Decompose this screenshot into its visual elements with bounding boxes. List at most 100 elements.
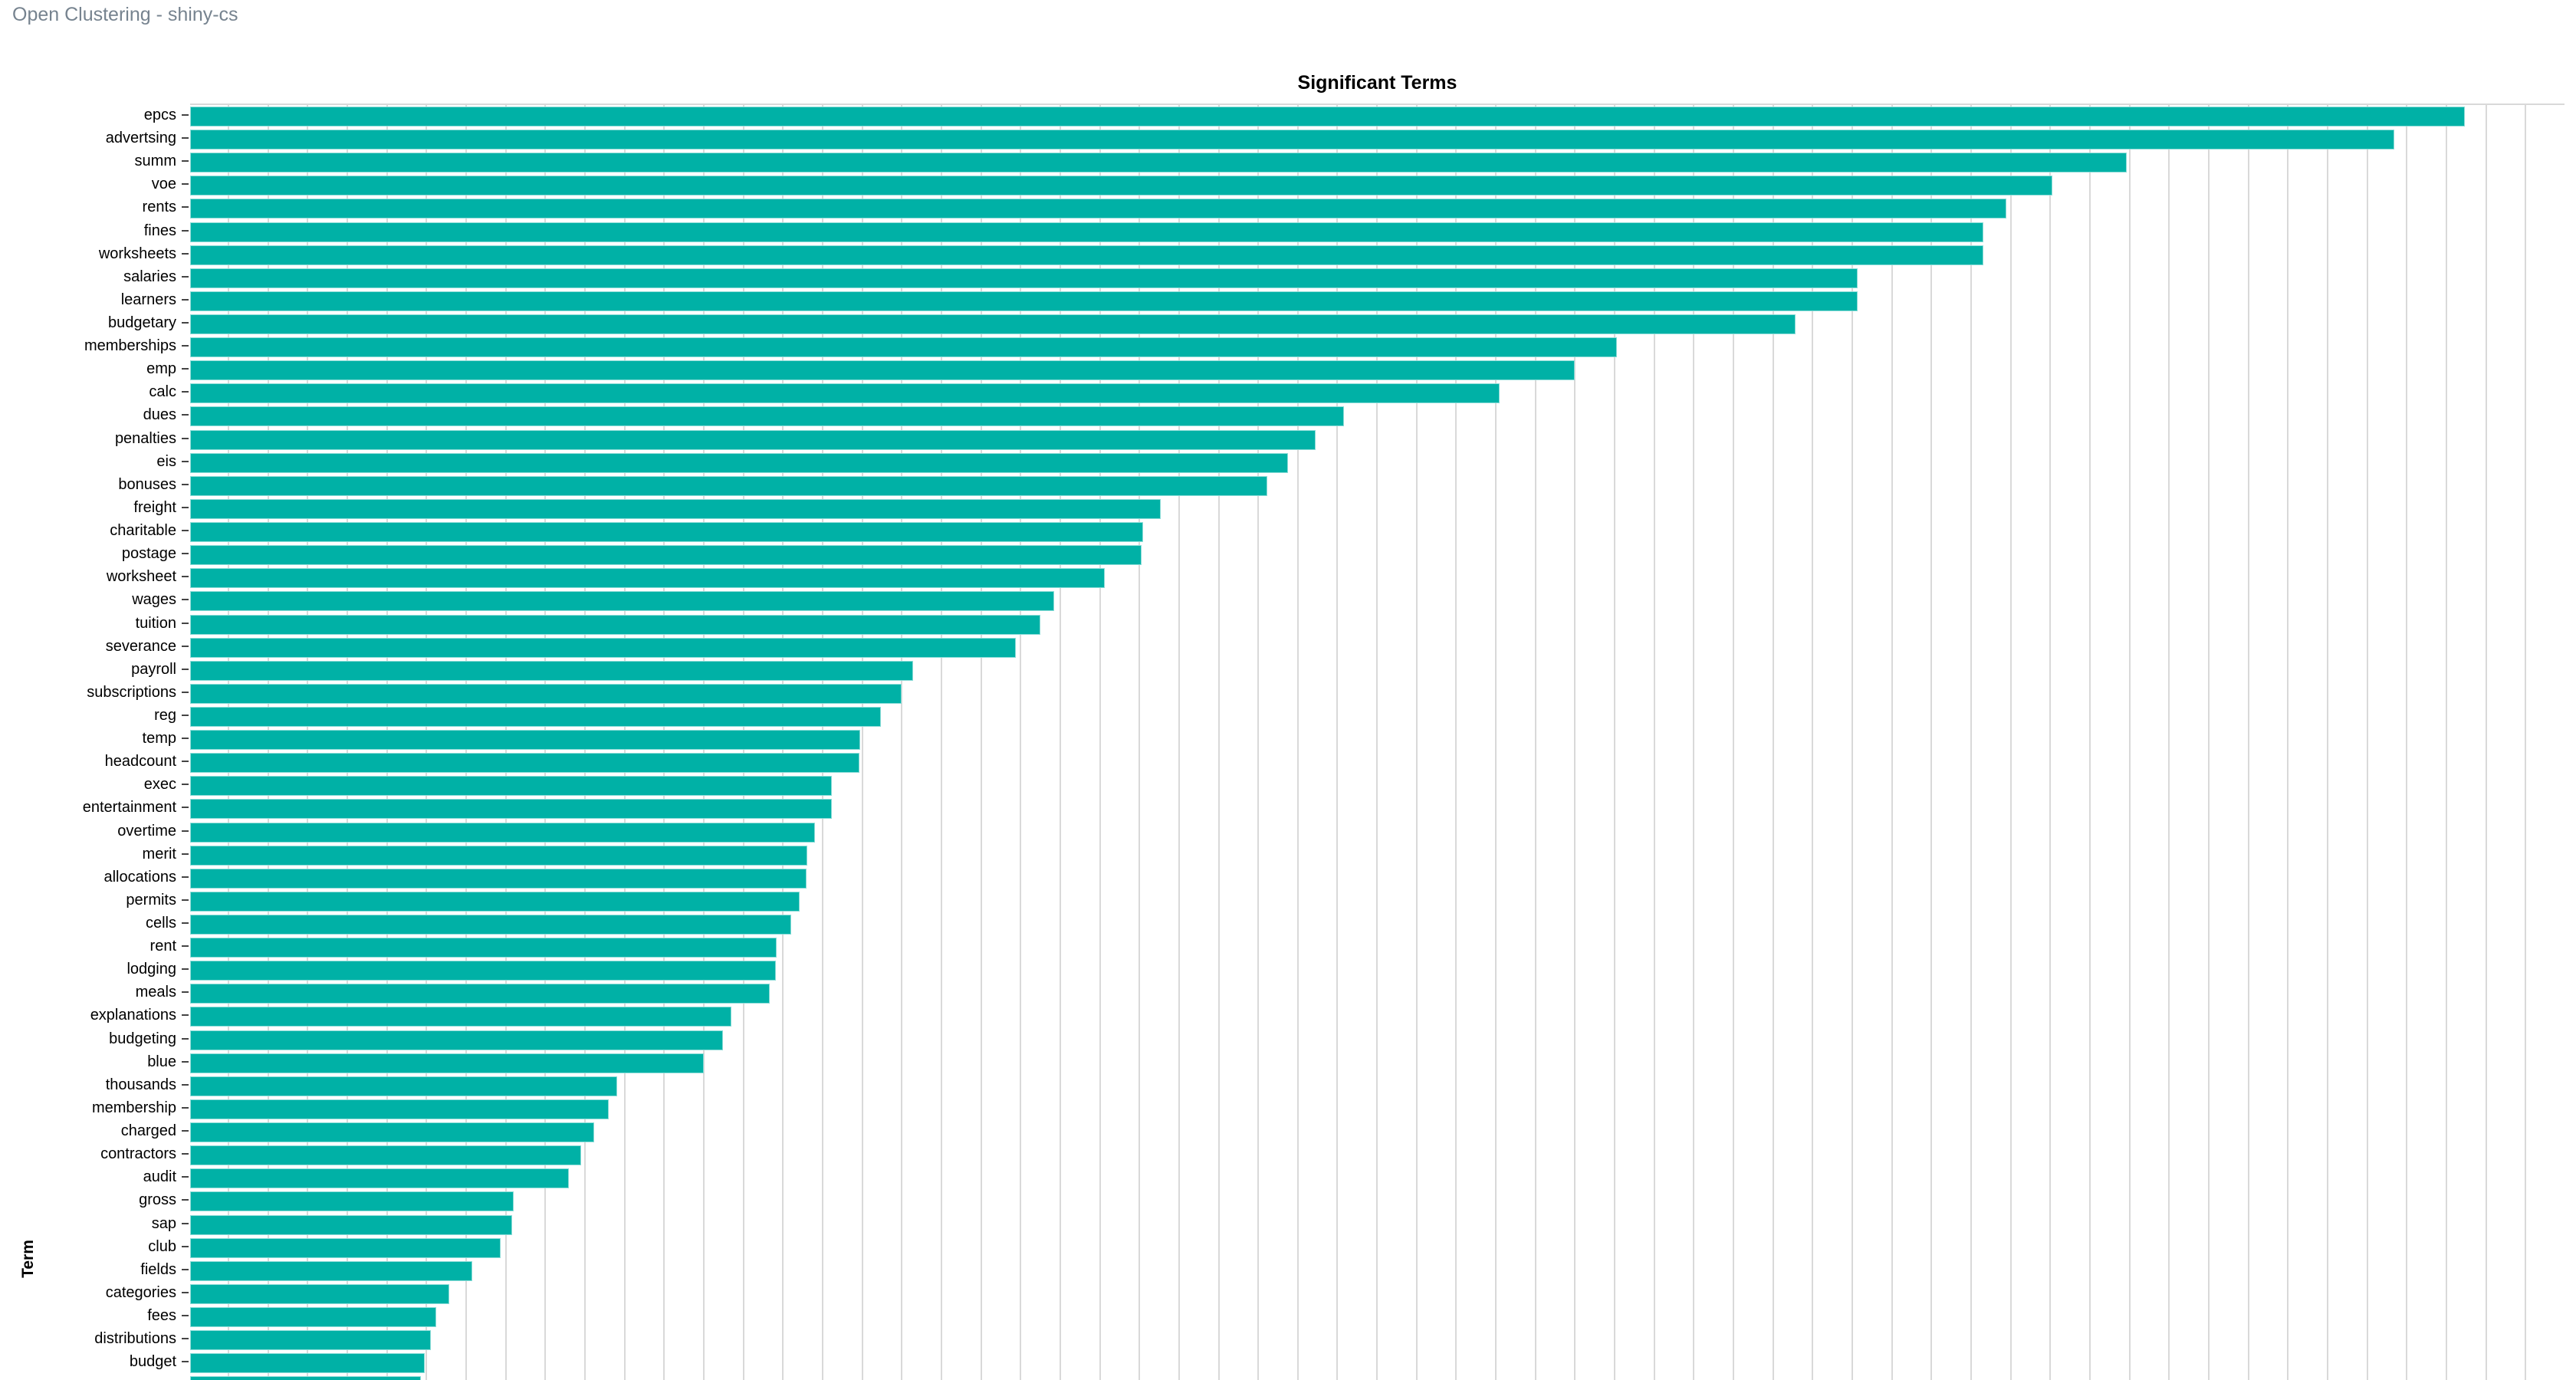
- term-bar[interactable]: [190, 661, 913, 681]
- term-label: meals: [0, 982, 176, 1002]
- term-bar[interactable]: [190, 337, 1617, 357]
- term-bar[interactable]: [190, 453, 1288, 473]
- y-axis-tick: [182, 1361, 189, 1362]
- term-label: charged: [0, 1121, 176, 1141]
- term-bar[interactable]: [190, 1307, 436, 1327]
- term-bar[interactable]: [190, 1030, 723, 1050]
- gridline: [1970, 105, 1972, 1380]
- term-bar[interactable]: [190, 638, 1016, 658]
- term-bar[interactable]: [190, 1284, 449, 1304]
- term-bar[interactable]: [190, 1145, 581, 1165]
- y-axis-tick: [182, 1338, 189, 1339]
- term-label: penalties: [0, 429, 176, 449]
- y-axis-tick: [182, 669, 189, 670]
- term-bar[interactable]: [190, 360, 1575, 380]
- term-bar[interactable]: [190, 430, 1316, 450]
- term-bar[interactable]: [190, 1168, 569, 1188]
- y-axis-tick: [182, 853, 189, 855]
- y-axis-tick: [182, 991, 189, 993]
- y-axis-tick: [182, 692, 189, 693]
- y-axis-tick: [182, 137, 189, 139]
- term-bar[interactable]: [190, 1076, 617, 1096]
- term-bar[interactable]: [190, 984, 770, 1004]
- term-bar[interactable]: [190, 846, 807, 866]
- term-bar[interactable]: [190, 222, 1983, 242]
- term-bar[interactable]: [190, 1261, 472, 1281]
- term-bar[interactable]: [190, 245, 1983, 265]
- term-bar[interactable]: [190, 107, 2465, 127]
- term-bar[interactable]: [190, 892, 800, 912]
- term-label: fines: [0, 221, 176, 241]
- gridline: [2446, 105, 2447, 1380]
- term-bar[interactable]: [190, 176, 2052, 196]
- y-axis-tick: [182, 1061, 189, 1063]
- term-bar[interactable]: [190, 1007, 731, 1027]
- term-bar[interactable]: [190, 869, 807, 889]
- term-bar[interactable]: [190, 961, 776, 981]
- term-bar[interactable]: [190, 1330, 431, 1350]
- y-axis-tick: [182, 299, 189, 301]
- term-bar[interactable]: [190, 1053, 704, 1073]
- term-bar[interactable]: [190, 1099, 609, 1119]
- term-label: membership: [0, 1098, 176, 1118]
- term-bar[interactable]: [190, 1353, 425, 1373]
- term-bar[interactable]: [190, 776, 832, 796]
- term-bar[interactable]: [190, 799, 832, 819]
- plot-area[interactable]: [190, 104, 2564, 1380]
- term-bar[interactable]: [190, 707, 881, 727]
- gridline: [2129, 105, 2131, 1380]
- y-axis-tick: [182, 230, 189, 232]
- term-bar[interactable]: [190, 615, 1040, 635]
- y-axis-tick: [182, 368, 189, 370]
- y-axis-tick: [182, 807, 189, 808]
- term-bar[interactable]: [190, 522, 1143, 542]
- term-bar[interactable]: [190, 591, 1054, 611]
- y-axis-tick: [182, 623, 189, 624]
- y-axis-tick: [182, 530, 189, 531]
- term-label: budgetary: [0, 313, 176, 333]
- gridline: [2287, 105, 2288, 1380]
- term-bar[interactable]: [190, 1122, 594, 1142]
- gridline: [2248, 105, 2249, 1380]
- gridline: [2525, 105, 2526, 1380]
- term-bar[interactable]: [190, 268, 1858, 288]
- term-bar[interactable]: [190, 383, 1500, 403]
- term-bar[interactable]: [190, 684, 902, 704]
- term-bar[interactable]: [190, 199, 2006, 219]
- term-bar[interactable]: [190, 1215, 512, 1235]
- term-bar[interactable]: [190, 130, 2394, 150]
- term-bar[interactable]: [190, 823, 815, 843]
- term-bar[interactable]: [190, 153, 2127, 172]
- term-bar[interactable]: [190, 753, 859, 773]
- y-axis-tick: [182, 1130, 189, 1132]
- term-label: eis: [0, 452, 176, 472]
- y-axis-tick: [182, 1269, 189, 1270]
- term-bar[interactable]: [190, 406, 1344, 426]
- term-bar[interactable]: [190, 499, 1161, 519]
- term-bar[interactable]: [190, 1191, 514, 1211]
- y-axis-tick: [182, 646, 189, 647]
- term-bar[interactable]: [190, 915, 791, 935]
- term-bar[interactable]: [190, 545, 1142, 565]
- term-bar[interactable]: [190, 314, 1796, 334]
- y-axis-tick: [182, 1153, 189, 1155]
- y-axis-tick: [182, 414, 189, 416]
- y-axis-tick: [182, 114, 189, 116]
- y-axis-tick: [182, 276, 189, 278]
- term-bar[interactable]: [190, 730, 860, 750]
- term-bar[interactable]: [190, 568, 1105, 588]
- term-label: budget: [0, 1352, 176, 1372]
- term-label: charitable: [0, 521, 176, 540]
- y-axis-tick: [182, 1315, 189, 1316]
- term-bar[interactable]: [190, 476, 1267, 496]
- y-axis-tick: [182, 715, 189, 716]
- term-label: merit: [0, 844, 176, 864]
- term-label: exec: [0, 774, 176, 794]
- y-axis-tick: [182, 876, 189, 878]
- term-bar[interactable]: [190, 938, 777, 958]
- term-bar[interactable]: [190, 1238, 501, 1258]
- y-axis-tick: [182, 761, 189, 762]
- y-axis-tick: [182, 1176, 189, 1178]
- gridline: [1930, 105, 1932, 1380]
- term-bar[interactable]: [190, 291, 1858, 311]
